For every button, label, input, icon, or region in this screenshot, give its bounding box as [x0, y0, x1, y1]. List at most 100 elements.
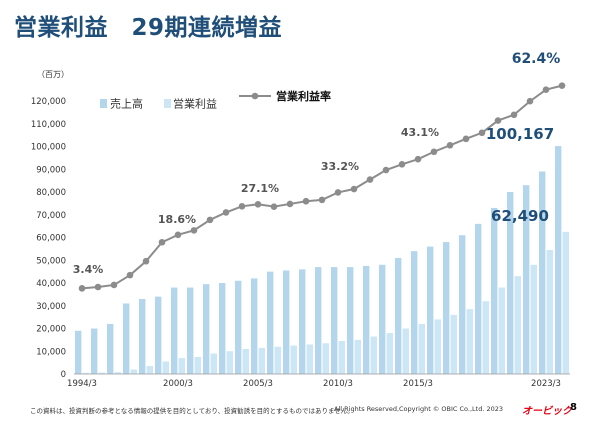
sales-bar: [491, 207, 498, 374]
sales-bar: [187, 287, 194, 374]
margin-annotation: 3.4%: [73, 263, 104, 276]
y-tick-label: 120,000: [31, 97, 66, 107]
y-tick-label: 30,000: [36, 302, 66, 312]
sales-bar: [331, 267, 338, 374]
operating-margin-point: [254, 200, 262, 208]
operating-profit-bar: [322, 343, 329, 374]
sales-bar: [475, 223, 482, 374]
operating-margin-point: [462, 135, 470, 143]
operating-margin-point: [190, 227, 198, 234]
operating-margin-line: [81, 84, 563, 290]
operating-margin-point: [270, 203, 278, 210]
operating-profit-bar: [146, 366, 153, 374]
operating-margin-point: [350, 185, 358, 193]
sales-bar: [347, 267, 354, 374]
operating-profit-bar: [498, 287, 505, 374]
x-tick-label: 2015/3: [403, 379, 433, 389]
operating-profit-bar: [546, 250, 553, 374]
sales-bar: [523, 185, 530, 374]
sales-bar: [91, 328, 98, 374]
page-number: 8: [570, 402, 577, 413]
operating-margin-point: [286, 200, 294, 208]
margin-annotation: 43.1%: [401, 126, 439, 139]
sales-bar: [107, 323, 114, 374]
operating-profit-bar: [338, 341, 345, 374]
operating-margin-point: [94, 283, 102, 291]
operating-margin-point: [318, 196, 326, 204]
operating-margin-point: [526, 97, 534, 105]
operating-profit-bar: [370, 336, 377, 374]
operating-profit-bar: [450, 314, 457, 374]
y-unit-label: （百万）: [37, 70, 69, 79]
y-tick-label: 0: [61, 370, 66, 380]
operating-profit-bar: [290, 345, 297, 374]
y-tick-label: 10,000: [36, 347, 66, 357]
legend-label-operating-profit: 営業利益: [173, 97, 217, 111]
copyright-text: All Rights Reserved,Copyright © OBIC Co.…: [334, 405, 504, 413]
sales-bar: [203, 284, 210, 374]
operating-profit-bar: [226, 351, 233, 374]
company-logo: オービック: [522, 406, 572, 417]
operating-margin-point: [398, 160, 406, 168]
operating-profit-bar: [562, 231, 569, 374]
operating-margin-point: [302, 197, 310, 205]
operating-margin-point: [334, 189, 342, 196]
sales-bar: [395, 257, 402, 374]
operating-profit-bar: [354, 339, 361, 374]
operating-margin-point: [414, 155, 422, 163]
y-tick-label: 60,000: [36, 234, 66, 244]
operating-profit-bar: [386, 333, 393, 374]
sales-bar: [315, 267, 322, 374]
operating-profit-bar: [482, 301, 489, 374]
sales-bar: [171, 287, 178, 374]
operating-profit-bar: [402, 328, 409, 374]
operating-margin-point: [366, 176, 374, 183]
y-tick-label: 110,000: [31, 120, 66, 130]
sales-bar: [459, 235, 466, 374]
disclaimer-text: この資料は、投資判断の参考となる情報の提供を目的としており、投資勧誘を目的とする…: [30, 407, 354, 415]
operating-profit-bar: [306, 344, 313, 374]
y-tick-label: 40,000: [36, 279, 66, 289]
operating-profit-bar: [130, 369, 137, 374]
sales-bar: [267, 271, 274, 374]
sales-bar: [539, 171, 546, 374]
operating-margin-point: [174, 231, 182, 239]
operating-profit-bar: [82, 372, 89, 374]
operating-margin-point: [510, 111, 518, 119]
operating-profit-bar: [162, 361, 169, 374]
y-tick-label: 70,000: [36, 211, 66, 221]
sales-bar: [283, 270, 290, 374]
operating-margin-point: [430, 148, 438, 156]
legend-swatch-operating-profit: [164, 99, 171, 108]
margin-annotation: 27.1%: [241, 182, 279, 195]
y-tick-label: 100,000: [31, 143, 66, 153]
operating-profit-bar: [466, 309, 473, 374]
sales-bar: [379, 264, 386, 374]
margin-annotation: 33.2%: [321, 160, 359, 173]
operating-margin-point: [238, 203, 246, 210]
sales-bar: [219, 283, 226, 374]
operating-margin-point: [126, 271, 134, 279]
operating-profit-bar: [514, 276, 521, 374]
sales-bar: [75, 330, 82, 374]
x-tick-label: 2005/3: [243, 379, 273, 389]
operating-profit-bar: [258, 347, 265, 374]
operating-margin-point: [558, 82, 566, 89]
operating-margin-point: [158, 238, 166, 246]
operating-margin-point: [110, 281, 118, 289]
x-tick-label: 1994/3: [67, 379, 97, 389]
sales-bar: [251, 278, 258, 374]
sales-bar: [155, 296, 162, 374]
y-tick-label: 80,000: [36, 188, 66, 198]
legend-swatch-sales: [100, 99, 107, 108]
operating-profit-bar: [194, 356, 201, 374]
operating-margin-point: [78, 285, 86, 292]
operating-margin-point: [446, 141, 454, 149]
y-tick-label: 20,000: [36, 325, 66, 335]
operating-profit-bar: [242, 348, 249, 374]
operating-profit-value-annotation: 62,490: [491, 207, 549, 225]
operating-profit-bar: [530, 264, 537, 374]
sales-bar: [235, 280, 242, 374]
sales-bar: [139, 298, 146, 374]
operating-margin-point: [382, 166, 390, 174]
